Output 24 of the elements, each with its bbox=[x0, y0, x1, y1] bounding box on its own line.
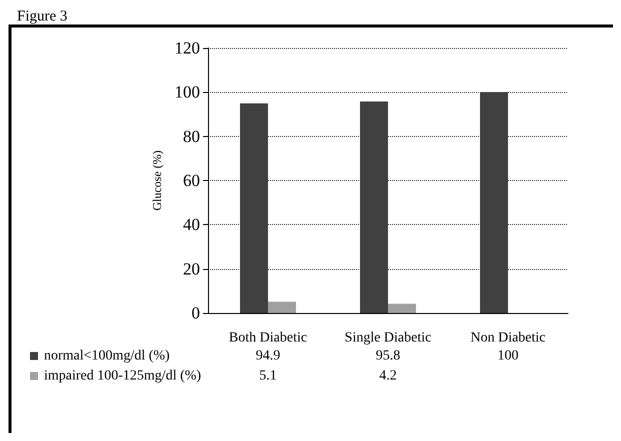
y-tick-label: 120 bbox=[174, 38, 200, 58]
y-tick-label: 20 bbox=[183, 259, 200, 278]
data-label: 95.8 bbox=[376, 348, 400, 364]
bar bbox=[480, 92, 508, 313]
bar bbox=[240, 103, 268, 313]
y-tick-label: 0 bbox=[192, 304, 200, 322]
x-tick-label: Non Diabetic bbox=[470, 330, 546, 346]
legend-label: normal<100mg/dl (%) bbox=[44, 348, 170, 364]
bar bbox=[360, 101, 388, 313]
y-tick-label: 80 bbox=[183, 126, 200, 146]
data-label: 100 bbox=[498, 348, 518, 364]
x-tick-label: Single Diabetic bbox=[344, 330, 432, 346]
data-label: 94.9 bbox=[256, 348, 280, 364]
y-tick-label: 60 bbox=[183, 171, 200, 190]
y-axis-title: Glucose (%) bbox=[150, 150, 164, 211]
text: Figure 3 bbox=[17, 8, 68, 24]
bar bbox=[268, 302, 296, 313]
legend-label: impaired 100-125mg/dl (%) bbox=[44, 368, 202, 384]
y-tick-label: 100 bbox=[174, 82, 200, 102]
x-tick-label: Both Diabetic bbox=[228, 330, 308, 346]
data-label: 4.2 bbox=[379, 368, 397, 384]
bar bbox=[388, 304, 416, 313]
y-tick-label: 40 bbox=[183, 215, 200, 234]
data-label: 5.1 bbox=[259, 368, 277, 384]
